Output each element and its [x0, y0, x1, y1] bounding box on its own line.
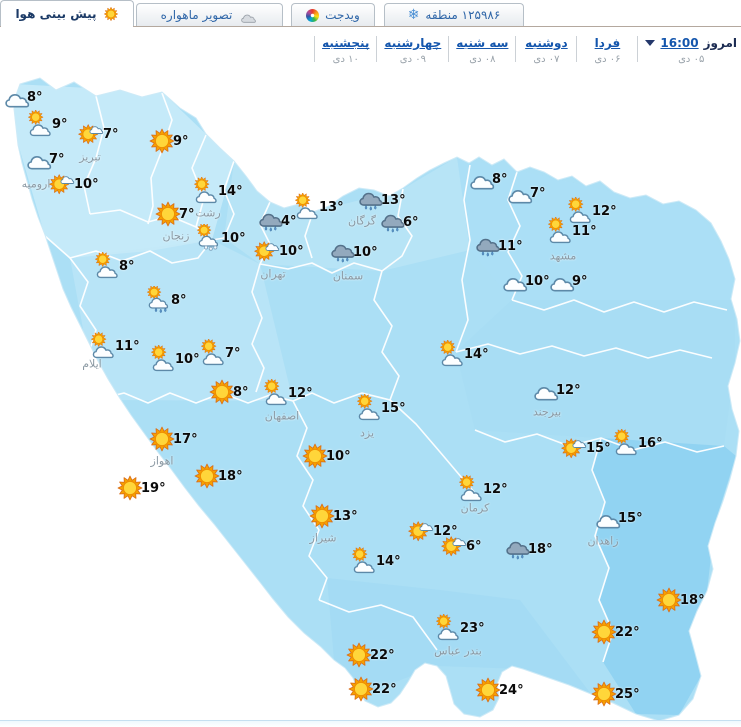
day-link[interactable]: دوشنبه: [525, 36, 568, 50]
tab-widget[interactable]: ویدجت: [291, 3, 375, 26]
tab-label: ویدجت: [325, 8, 360, 22]
day-link[interactable]: پنجشنبه: [322, 36, 370, 50]
day-tab[interactable]: فردا ۰۶ دی: [584, 36, 630, 65]
tab-label: پیش بینی هوا: [15, 6, 97, 21]
day-tab[interactable]: پنجشنبه ۱۰ دی: [322, 36, 369, 65]
tab-satellite-image[interactable]: تصویر ماهواره: [136, 3, 283, 26]
tab-regions-count[interactable]: ❄ ۱۲۵۹۸۶ منطقه: [384, 3, 524, 26]
time-dropdown-link[interactable]: 16:00: [660, 36, 699, 50]
city-label: زاهدان: [587, 534, 619, 548]
day-tab-today[interactable]: امروز 16:00 ۰۵ دی: [645, 36, 737, 65]
city-label: زنجان: [162, 229, 190, 243]
divider: [515, 36, 517, 62]
city-label: رشت: [195, 206, 221, 220]
city-label: یزد: [359, 426, 375, 440]
day-date: ۰۶ دی: [594, 54, 621, 65]
city-label: بیرجند: [532, 405, 562, 419]
divider: [376, 36, 378, 62]
snowflake-icon: ❄: [407, 7, 420, 23]
city-label: اهواز: [150, 454, 174, 468]
divider: [314, 36, 316, 62]
day-tab[interactable]: دوشنبه ۰۷ دی: [523, 36, 569, 65]
tab-label: تصویر ماهواره: [160, 8, 233, 22]
day-date: ۰۸ دی: [469, 54, 496, 65]
divider: [637, 36, 639, 62]
tab-label: ۱۲۵۹۸۶ منطقه: [425, 8, 501, 22]
day-date: ۱۰ دی: [332, 54, 359, 65]
divider: [576, 36, 578, 62]
day-tab[interactable]: سه شنبه ۰۸ دی: [456, 36, 508, 65]
city-label: شیراز: [309, 531, 337, 545]
today-date: ۰۵ دی: [678, 54, 705, 65]
day-link[interactable]: فردا: [594, 36, 621, 50]
color-wheel-icon: [306, 8, 320, 22]
bottom-border: [0, 720, 741, 727]
city-label: بندر عباس: [434, 644, 482, 658]
city-label: مشهد: [549, 249, 577, 263]
day-selector: امروز 16:00 ۰۵ دی فردا ۰۶ دی دوشنبه ۰۷ دی سه…: [307, 36, 737, 65]
day-link[interactable]: چهارشنبه: [384, 36, 442, 50]
today-label: امروز: [703, 36, 737, 50]
caret-down-icon[interactable]: [645, 40, 656, 46]
day-tab[interactable]: چهارشنبه ۰۹ دی: [384, 36, 441, 65]
city-label: سمنان: [332, 269, 364, 283]
divider: [448, 36, 450, 62]
city-label: تبریز: [79, 150, 101, 164]
day-link[interactable]: سه شنبه: [456, 36, 509, 50]
tab-weather-forecast[interactable]: پیش بینی هوا: [0, 0, 134, 27]
city-label: ارومیه: [21, 177, 51, 191]
city-label: تهران: [260, 267, 286, 281]
city-label: اصفهان: [264, 409, 300, 423]
sun-icon: [103, 6, 118, 21]
city-label: کرمان: [460, 501, 490, 515]
day-date: ۰۹ دی: [399, 54, 426, 65]
cloud-icon: [241, 14, 257, 23]
tab-bar: پیش بینی هوا تصویر ماهواره ویدجت ❄ ۱۲۵۹۸…: [0, 0, 741, 27]
city-label: ایلام: [82, 357, 102, 371]
day-date: ۰۷ دی: [533, 54, 560, 65]
city-label: گرگان: [348, 214, 376, 228]
